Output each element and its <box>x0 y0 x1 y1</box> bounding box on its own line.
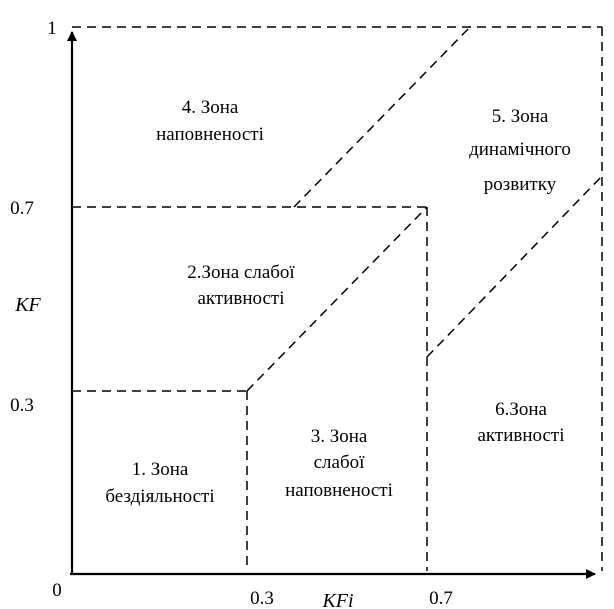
diagonal-line-lower <box>246 206 428 392</box>
zone-6-line1: 6.Зона <box>495 399 547 420</box>
origin-label: 0 <box>52 580 62 601</box>
zone-2-label: 2.Зона слабої активності <box>187 262 295 309</box>
y-axis-title: KF <box>14 294 41 316</box>
y-tick-0.7: 0.7 <box>10 198 34 219</box>
zone-5-line1: 5. Зона <box>492 106 549 127</box>
zone-2-line1: 2.Зона слабої <box>187 262 295 283</box>
zone-5-line2: динамічного <box>469 139 571 160</box>
axes <box>67 31 596 579</box>
zone-5-label: 5. Зона динамічного розвитку <box>469 106 571 195</box>
y-tick-0.3: 0.3 <box>10 395 34 416</box>
diagonal-line-upper <box>293 26 471 208</box>
x-axis-title: KFi <box>321 590 353 609</box>
zone-6-label: 6.Зона активності <box>477 399 564 446</box>
zone-2-line2: активності <box>197 288 284 309</box>
zone-3-line2: слабої <box>314 452 366 473</box>
zone-1-line2: бездіяльності <box>105 486 214 507</box>
zone-3-line1: 3. Зона <box>311 426 368 447</box>
zone-1-line1: 1. Зона <box>132 459 189 480</box>
zone-5-line3: розвитку <box>484 174 557 195</box>
zone-3-line3: наповненості <box>285 480 393 501</box>
zone-6-line2: активності <box>477 425 564 446</box>
diagonal-line-right <box>426 175 603 358</box>
zone-4-line1: 4. Зона <box>182 97 239 118</box>
zone-3-label: 3. Зона слабої наповненості <box>285 426 393 501</box>
x-tick-0.7: 0.7 <box>429 588 453 609</box>
zone-1-label: 1. Зона бездіяльності <box>105 459 214 507</box>
x-tick-0.3: 0.3 <box>250 588 274 609</box>
y-tick-1: 1 <box>47 18 57 39</box>
zone-4-label: 4. Зона наповненості <box>156 97 264 145</box>
zone-boundaries <box>72 26 603 571</box>
zone-4-line2: наповненості <box>156 124 264 145</box>
